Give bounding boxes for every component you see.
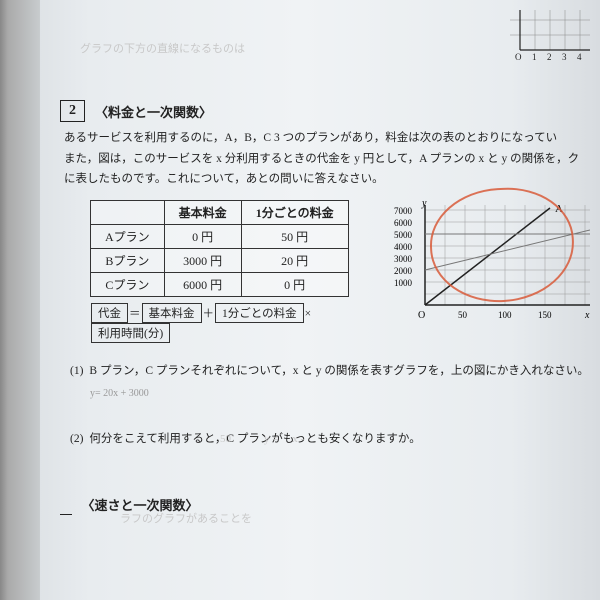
- q2-text: 何分をこえて利用すると，C プランがもっとも安くなりますか。: [89, 433, 420, 445]
- q1-text: B プラン，C プランそれぞれについて，x と y の関係を表すグラフを，上の図…: [89, 365, 589, 377]
- svg-text:x: x: [584, 310, 590, 321]
- svg-text:3: 3: [562, 52, 567, 62]
- svg-text:3000: 3000: [394, 254, 413, 264]
- svg-text:6000: 6000: [394, 218, 413, 228]
- section-body: あるサービスを利用するのに，A，B，C 3 つのプランがあり，料金は次の表のとお…: [64, 128, 590, 190]
- mini-grid-svg: O 1 2 3 4: [510, 10, 590, 65]
- th-blank: [91, 201, 165, 225]
- th-base: 基本料金: [164, 201, 241, 225]
- th-permin: 1分ごとの料金: [241, 201, 348, 225]
- main-graph: 7000 6000 5000 4000 3000 2000 1000 O 50 …: [390, 200, 590, 334]
- section-number: 2: [60, 100, 85, 122]
- q1-number: (1): [70, 365, 83, 377]
- svg-text:50: 50: [458, 310, 468, 320]
- plan-table: 基本料金 1分ごとの料金 Aプラン 0 円 50 円 Bプラン 3000 円 2…: [90, 200, 349, 297]
- svg-text:1000: 1000: [394, 278, 413, 288]
- svg-text:150: 150: [538, 310, 552, 320]
- svg-text:y: y: [421, 200, 427, 209]
- table-row: 基本料金 1分ごとの料金: [91, 201, 349, 225]
- bleed-text: グラフの下方の直線になるものは: [80, 40, 245, 56]
- svg-text:2000: 2000: [394, 266, 413, 276]
- question-1: (1) B プラン，C プランそれぞれについて，x と y の関係を表すグラフを，…: [70, 361, 590, 382]
- next-section-partial: [60, 494, 72, 515]
- svg-text:7000: 7000: [394, 206, 413, 216]
- section-header-next: 〈速さと一次関数〉: [60, 494, 590, 515]
- svg-text:O: O: [418, 310, 425, 321]
- svg-text:1: 1: [532, 52, 537, 62]
- svg-text:100: 100: [498, 310, 512, 320]
- formula: 代金＝基本料金＋1分ごとの料金×利用時間(分): [90, 303, 350, 343]
- table-row: Cプラン 6000 円 0 円: [91, 273, 349, 297]
- table-row: Bプラン 3000 円 20 円: [91, 249, 349, 273]
- svg-text:4000: 4000: [394, 242, 413, 252]
- line-plan-a: [425, 208, 550, 305]
- section-title: 〈料金と一次関数〉: [95, 102, 212, 121]
- svg-text:5000: 5000: [394, 230, 413, 240]
- table-and-formula: 基本料金 1分ごとの料金 Aプラン 0 円 50 円 Bプラン 3000 円 2…: [90, 200, 350, 343]
- svg-text:4: 4: [577, 52, 582, 62]
- table-row: Aプラン 0 円 50 円: [91, 225, 349, 249]
- svg-text:2: 2: [547, 52, 552, 62]
- question-2: (2) 何分をこえて利用すると，C プランがもっとも安くなりますか。: [70, 429, 590, 450]
- svg-text:O: O: [515, 52, 522, 62]
- q1-handwriting: y= 20x + 3000: [90, 388, 590, 399]
- partial-graph-top: O 1 2 3 4: [510, 10, 590, 60]
- q2-number: (2): [70, 433, 83, 445]
- graph-svg: 7000 6000 5000 4000 3000 2000 1000 O 50 …: [390, 200, 590, 330]
- next-section-title: 〈速さと一次関数〉: [82, 495, 199, 514]
- line-a-label: A: [555, 203, 563, 215]
- section-header: 2 〈料金と一次関数〉: [60, 100, 590, 122]
- page-content: グラフの下方の直線になるものは O 1 2: [0, 0, 600, 541]
